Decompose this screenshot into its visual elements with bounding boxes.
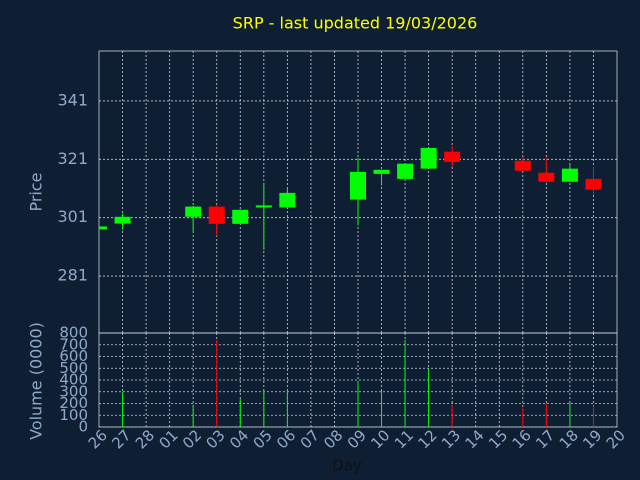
y-tick-label: 301 — [57, 207, 88, 226]
candle-body — [279, 192, 296, 208]
chart-title: SRP - last updated 19/03/2026 — [233, 14, 478, 33]
x-tick-label: 07 — [297, 426, 323, 452]
candle-body — [185, 206, 202, 217]
volume-tick-label: 600 — [59, 347, 88, 365]
x-tick-label: 03 — [203, 426, 229, 452]
candle-body — [350, 171, 366, 200]
volume-axis-label: Volume (0000) — [27, 322, 46, 440]
volume-tick-label: 800 — [59, 324, 88, 342]
x-tick-label: 26 — [85, 426, 111, 452]
volume-tick-label: 700 — [59, 335, 88, 353]
y-axis-label: Price — [27, 172, 46, 211]
x-tick-label: 02 — [179, 426, 205, 452]
candle-body — [561, 168, 578, 182]
x-axis-label: Day — [332, 457, 362, 475]
candle-body — [444, 151, 461, 162]
x-tick-label: 19 — [579, 426, 605, 452]
y-tick-label: 321 — [57, 149, 88, 168]
x-tick-label: 01 — [155, 426, 181, 452]
x-tick-label: 27 — [108, 426, 134, 452]
x-tick-label: 08 — [320, 426, 346, 452]
x-tick-label: 17 — [532, 426, 558, 452]
y-tick-label: 281 — [57, 266, 88, 285]
candle-body — [232, 209, 249, 224]
x-tick-label: 05 — [250, 426, 276, 452]
x-tick-label: 12 — [414, 426, 440, 452]
candle-body — [114, 216, 131, 224]
x-tick-label: 18 — [556, 426, 582, 452]
volume-tick-label: 300 — [59, 382, 88, 400]
x-tick-label: 16 — [509, 426, 535, 452]
volume-tick-label: 500 — [59, 359, 88, 377]
candle-body — [373, 169, 390, 174]
x-tick-label: 20 — [603, 426, 629, 452]
candle-body — [585, 178, 602, 190]
candle-body — [99, 226, 107, 230]
candle-body — [208, 206, 225, 224]
volume-tick-label: 200 — [59, 394, 88, 412]
x-tick-label: 04 — [226, 426, 252, 452]
x-tick-label: 09 — [344, 426, 370, 452]
candles — [99, 145, 602, 250]
y-tick-label: 341 — [57, 90, 88, 109]
x-tick-label: 06 — [273, 426, 299, 452]
candle-body — [538, 172, 555, 182]
volume-tick-label: 400 — [59, 371, 88, 389]
x-tick-label: 14 — [462, 426, 488, 452]
volume-tick-label: 100 — [59, 406, 88, 424]
candle-body — [514, 160, 531, 171]
candle-body — [397, 163, 414, 179]
x-tick-label: 10 — [367, 426, 393, 452]
x-tick-label: 28 — [132, 426, 158, 452]
x-tick-label: 15 — [485, 426, 511, 452]
candle-body — [420, 147, 437, 169]
candle-body — [255, 205, 272, 208]
x-tick-label: 11 — [391, 426, 417, 452]
volume-tick-label: 0 — [78, 418, 88, 436]
x-tick-label: 13 — [438, 426, 464, 452]
